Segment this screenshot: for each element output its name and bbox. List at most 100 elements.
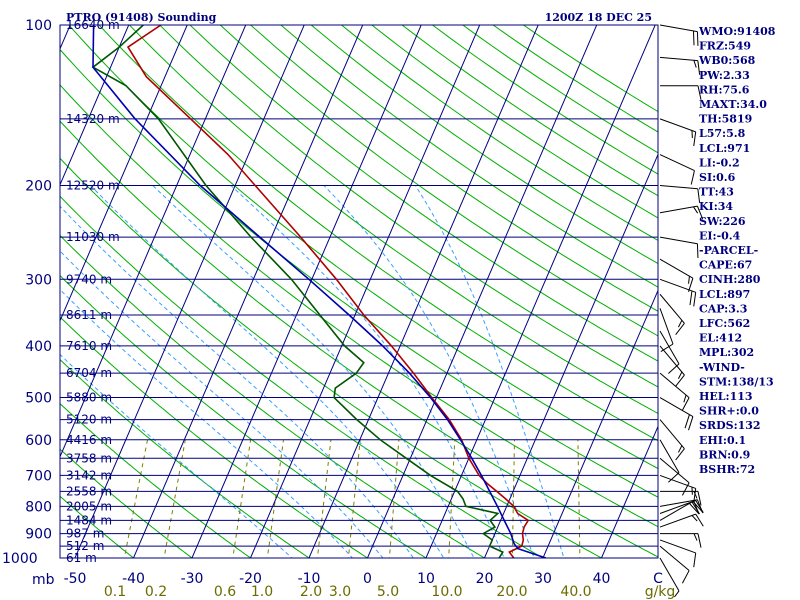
dry-adiabat <box>60 402 252 558</box>
wind-barb <box>659 236 699 259</box>
isotherm-line <box>483 153 658 558</box>
height-tick-label: 5880 m <box>66 391 112 405</box>
isotherm-line <box>249 25 481 558</box>
barb-flag <box>689 290 693 306</box>
index-item: SI:0.6 <box>699 171 736 184</box>
wind-barb <box>659 557 680 598</box>
index-item: SW:226 <box>699 215 746 228</box>
height-tick-label: 7610 m <box>66 339 112 353</box>
barb-flag <box>696 205 704 220</box>
pressure-tick-label: 900 <box>25 527 52 543</box>
wind-barb <box>659 118 697 147</box>
barb-shaft <box>659 500 694 521</box>
pressure-tick-label: 200 <box>25 178 52 194</box>
index-item: CAP:3.3 <box>699 302 747 315</box>
wind-barb <box>659 500 703 521</box>
barb-flag <box>674 590 680 598</box>
isotherm-line <box>60 25 130 187</box>
isotherm-line <box>74 25 305 558</box>
barb-flag <box>691 501 700 515</box>
barb-shaft <box>659 56 698 62</box>
barb-flag <box>697 533 702 548</box>
moist-adiabat <box>60 288 354 558</box>
height-tick-label: 5120 m <box>66 413 112 427</box>
height-tick-label: 6704 m <box>66 366 112 380</box>
barb-flag <box>684 414 690 429</box>
index-item: EI:-0.4 <box>699 229 741 242</box>
moist-adiabat <box>323 185 535 558</box>
index-item: STM:138/13 <box>699 375 774 388</box>
wind-barb <box>659 372 690 411</box>
wind-barb <box>659 439 680 483</box>
barb-shaft <box>659 499 698 507</box>
barb-flag <box>691 515 698 522</box>
dewpoint-trace <box>91 25 504 558</box>
index-item: LCL:897 <box>699 288 750 301</box>
isotherm-line <box>191 25 422 558</box>
temperature-tick-label: 20 <box>476 571 494 587</box>
barb-flag <box>675 323 685 335</box>
dry-adiabat <box>60 274 427 558</box>
isotherm-line <box>60 25 247 459</box>
height-tick-label: 2558 m <box>66 484 112 498</box>
barb-flag <box>675 448 685 461</box>
wind-barb <box>660 533 702 548</box>
dry-adiabat <box>60 448 193 558</box>
index-item: WB0:568 <box>698 54 756 67</box>
barb-flag <box>695 513 704 527</box>
parcel-trace <box>92 25 547 558</box>
mixing-ratio-tick-label: 5.0 <box>377 584 399 600</box>
pressure-tick-label: 700 <box>25 468 52 484</box>
pressure-tick-label: 100 <box>25 18 52 34</box>
index-item: FRZ:549 <box>699 40 751 53</box>
plot-frame <box>59 24 659 559</box>
moist-adiabat <box>60 250 384 558</box>
temperature-tick-label: -50 <box>64 571 87 587</box>
barb-flag <box>693 292 697 307</box>
height-tick-label: 2005 m <box>66 499 112 513</box>
mixing-ratio-tick-label: 1.0 <box>251 584 273 600</box>
plot-border <box>59 24 659 559</box>
wind-barb <box>659 205 704 220</box>
pressure-unit-label: mb <box>32 572 55 588</box>
temperature-tick-label: -10 <box>298 571 321 587</box>
temperature-tick-label: -40 <box>122 571 145 587</box>
barb-shaft <box>659 308 674 345</box>
barb-flag <box>692 501 703 513</box>
mixing-ratio-tick-label: 0.2 <box>145 584 167 600</box>
barb-flag <box>688 276 690 284</box>
temperature-tick-label: 0 <box>363 571 372 587</box>
barb-flag <box>696 31 699 46</box>
barb-shaft <box>659 345 685 376</box>
mixing-ratio-line <box>511 439 515 558</box>
barb-shaft <box>659 236 698 245</box>
height-tick-label: 8611 m <box>66 308 112 322</box>
mixing-ratio-tick-label: 10.0 <box>431 584 462 600</box>
height-tick-label: 3758 m <box>66 451 112 465</box>
index-item: TT:43 <box>699 186 734 199</box>
mixing-ratio-line <box>448 439 456 558</box>
index-item: MPL:302 <box>699 346 754 359</box>
moist-adiabat <box>414 185 565 558</box>
index-item: CAPE:67 <box>699 259 752 272</box>
index-item: WMO:91408 <box>698 25 776 38</box>
index-item: LFC:562 <box>699 317 750 330</box>
barb-shaft <box>659 118 696 133</box>
index-item: L57:5.8 <box>699 127 746 140</box>
temperature-unit-label: C <box>653 571 663 587</box>
index-item: KI:34 <box>699 200 733 213</box>
mixing-ratio-line <box>577 439 581 558</box>
pressure-tick-label: 400 <box>25 339 52 355</box>
mixing-ratio-tick-label: 0.1 <box>104 584 126 600</box>
index-item: MAXT:34.0 <box>699 98 767 111</box>
isotherm-line <box>132 25 364 558</box>
wind-barb <box>659 419 685 461</box>
barb-flag <box>677 371 683 379</box>
mixing-ratio-line <box>266 439 284 558</box>
observation-time: 1200Z 18 DEC 25 <box>545 11 652 24</box>
height-tick-label: 987 m <box>66 527 104 541</box>
wind-barb <box>660 490 702 506</box>
